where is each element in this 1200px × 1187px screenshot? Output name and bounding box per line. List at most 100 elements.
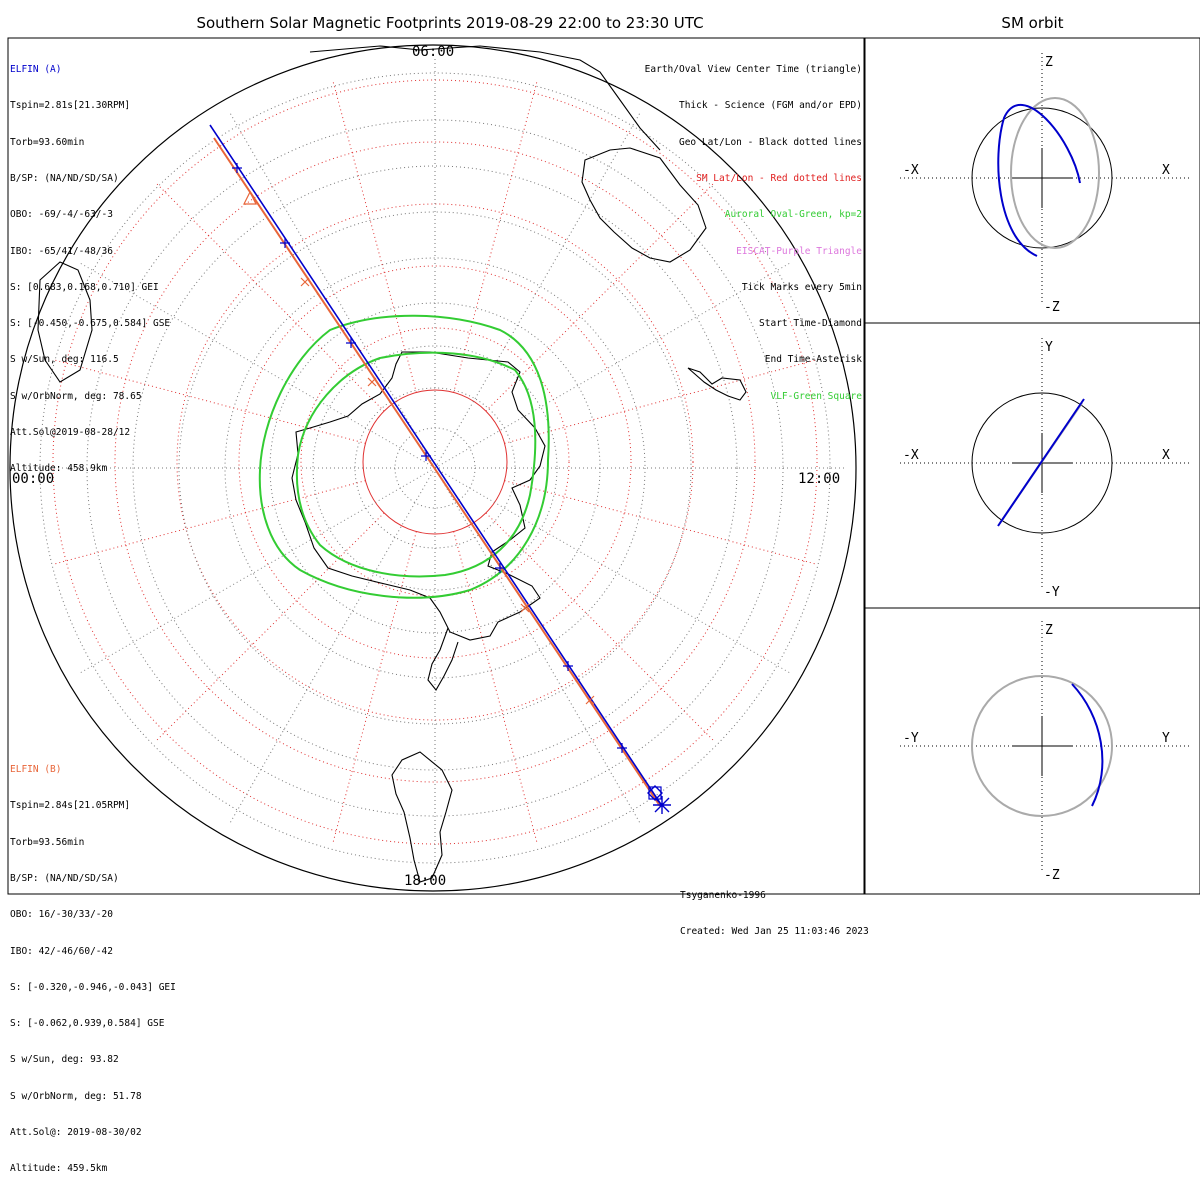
elfin-a-tick bbox=[563, 661, 573, 671]
sm-grid bbox=[52, 79, 818, 845]
elfin-a-line: IBO: -65/41/-48/36 bbox=[10, 245, 113, 257]
mlt-label-top: 06:00 bbox=[412, 44, 454, 60]
elfin-a-line: B/SP: (NA/ND/SD/SA) bbox=[10, 173, 119, 185]
elfin-a-tick bbox=[280, 238, 290, 248]
elfin-b-line: S: [-0.062,0.939,0.584] GSE bbox=[10, 1018, 165, 1030]
orbit-panel-yz: Z -Z -Y Y bbox=[900, 621, 1190, 883]
elfin-a-line: S: [0.683,0.168,0.710] GEI bbox=[10, 281, 159, 293]
elfin-b-line: Att.Sol@: 2019-08-30/02 bbox=[10, 1127, 142, 1138]
orbit-label-bottom: -Z bbox=[1044, 868, 1060, 883]
elfin-a-tick bbox=[346, 338, 356, 348]
geo-spoke bbox=[434, 467, 641, 824]
geo-spoke bbox=[79, 467, 436, 674]
orbit-panel-xy: Y -Y -X X bbox=[900, 338, 1190, 600]
geo-spokes bbox=[25, 58, 845, 878]
orbit-frame-xz bbox=[864, 37, 1200, 324]
map-frame bbox=[7, 37, 865, 895]
geo-spoke bbox=[434, 262, 791, 469]
auroral-oval bbox=[258, 314, 550, 599]
orbit-label-top: Z bbox=[1045, 55, 1053, 70]
sm-grid-circle-inner bbox=[362, 389, 508, 535]
orbit-label-left: -Y bbox=[903, 731, 919, 746]
orbit-label-right: Y bbox=[1162, 731, 1170, 746]
elfin-b-line: Altitude: 459.5km bbox=[10, 1163, 108, 1175]
legend-item: Auroral Oval-Green, kp=2 bbox=[724, 209, 862, 221]
elfin-a-tick bbox=[617, 743, 627, 753]
elfin-a-line: OBO: -69/-4/-63/-3 bbox=[10, 209, 113, 221]
orbit-label-top: Z bbox=[1045, 623, 1053, 638]
mlt-label-left: 00:00 bbox=[12, 471, 54, 487]
polar-map: 00:00 12:00 06:00 18:00 bbox=[9, 44, 857, 892]
coast-indian bbox=[309, 45, 661, 151]
tracks bbox=[209, 124, 671, 814]
elfin-a-end-asterisk bbox=[653, 796, 671, 814]
elfin-b-line: IBO: 42/-46/60/-42 bbox=[10, 945, 113, 957]
elfin-b-line: Torb=93.56min bbox=[10, 836, 85, 848]
geo-spoke bbox=[434, 467, 791, 674]
elfin-a-line: Torb=93.60min bbox=[10, 136, 85, 148]
sm-spoke bbox=[155, 182, 385, 412]
legend-item: Tick Marks every 5min bbox=[741, 281, 862, 293]
elfin-a-track bbox=[209, 124, 663, 807]
elfin-b-info: ELFIN (B) Tspin=2.84s[21.05RPM] Torb=93.… bbox=[10, 740, 176, 1187]
sm-spoke bbox=[332, 531, 417, 844]
sm-spoke bbox=[332, 80, 417, 393]
sm-spoke bbox=[453, 80, 538, 393]
elfin-b-tick bbox=[300, 277, 310, 287]
coast-southamerica bbox=[391, 751, 453, 883]
orbit-label-left: -X bbox=[903, 448, 919, 463]
geo-spoke bbox=[434, 112, 641, 469]
orbit-b-path bbox=[1010, 97, 1100, 249]
legend-item: EISCAT-Purple Triangle bbox=[736, 245, 862, 257]
orbit-a-path bbox=[997, 103, 1081, 257]
legend-item: Thick - Science (FGM and/or EPD) bbox=[678, 100, 862, 112]
elfin-a-line: S w/OrbNorm, deg: 78.65 bbox=[10, 390, 142, 402]
earth-boundary bbox=[9, 44, 857, 892]
elfin-b-line: S: [-0.320,-0.946,-0.043] GEI bbox=[10, 981, 176, 993]
orbit-title: SM orbit bbox=[1001, 14, 1064, 32]
elfin-a-info: ELFIN (A) Tspin=2.81s[21.30RPM] Torb=93.… bbox=[10, 40, 170, 487]
orbit-label-right: X bbox=[1162, 448, 1170, 463]
elfin-b-line: Tspin=2.84s[21.05RPM] bbox=[10, 800, 131, 812]
elfin-b-view-triangle bbox=[243, 190, 257, 205]
orbit-frame-yz bbox=[864, 607, 1200, 895]
orbit-label-right: X bbox=[1162, 163, 1170, 178]
elfin-b-track bbox=[213, 137, 661, 807]
elfin-b-tick bbox=[367, 377, 377, 387]
orbit-frame-xy bbox=[864, 322, 1200, 609]
elfin-a-line: Tspin=2.81s[21.30RPM] bbox=[10, 100, 131, 112]
legend-item: Earth/Oval View Center Time (triangle) bbox=[644, 64, 862, 76]
geo-spoke bbox=[229, 467, 436, 824]
elfin-b-tick bbox=[520, 603, 530, 613]
elfin-b-line: B/SP: (NA/ND/SD/SA) bbox=[10, 873, 119, 885]
legend: Earth/Oval View Center Time (triangle) T… bbox=[645, 40, 862, 415]
sm-spoke bbox=[53, 480, 366, 565]
orbit-label-left: -X bbox=[903, 163, 919, 178]
elfin-a-line: Altitude: 458.9km bbox=[10, 463, 108, 475]
orbit-b-path bbox=[971, 675, 1113, 817]
sm-spoke bbox=[504, 480, 817, 565]
elfin-a-line: S: [-0.450,-0.675,0.584] GSE bbox=[10, 318, 171, 330]
elfin-b-line: OBO: 16/-30/33/-20 bbox=[10, 909, 113, 921]
orbit-label-top: Y bbox=[1045, 340, 1053, 355]
elfin-b-line: S w/Sun, deg: 93.82 bbox=[10, 1054, 119, 1066]
mlt-label-bottom: 18:00 bbox=[404, 873, 446, 889]
legend-item: Geo Lat/Lon - Black dotted lines bbox=[678, 136, 862, 148]
elfin-a-tick bbox=[421, 451, 431, 461]
credit: Tsyganenko-1996 Created: Wed Jan 25 11:0… bbox=[680, 866, 869, 951]
orbit-label-bottom: -Y bbox=[1044, 585, 1060, 600]
geo-spoke bbox=[229, 112, 436, 469]
legend-item: Start Time-Diamond bbox=[759, 318, 862, 330]
main-plot: 00:00 12:00 06:00 18:00 Z -Z -X X Y -Y -X X Z -… bbox=[7, 37, 1200, 895]
orbit-a-path bbox=[997, 398, 1085, 527]
legend-item: SM Lat/Lon - Red dotted lines bbox=[696, 173, 862, 185]
coast-africa bbox=[37, 261, 93, 383]
page-title: Southern Solar Magnetic Footprints 2019-… bbox=[196, 14, 704, 32]
orbit-a-path bbox=[1071, 683, 1104, 807]
sm-spoke bbox=[485, 512, 715, 742]
sm-spoke bbox=[453, 531, 538, 844]
elfin-b-header: ELFIN (B) bbox=[10, 764, 62, 776]
coast-australia bbox=[581, 147, 707, 263]
elfin-a-line: Att.Sol@2019-08-28/12 bbox=[10, 427, 131, 438]
auroral-oval-outer bbox=[258, 314, 550, 599]
